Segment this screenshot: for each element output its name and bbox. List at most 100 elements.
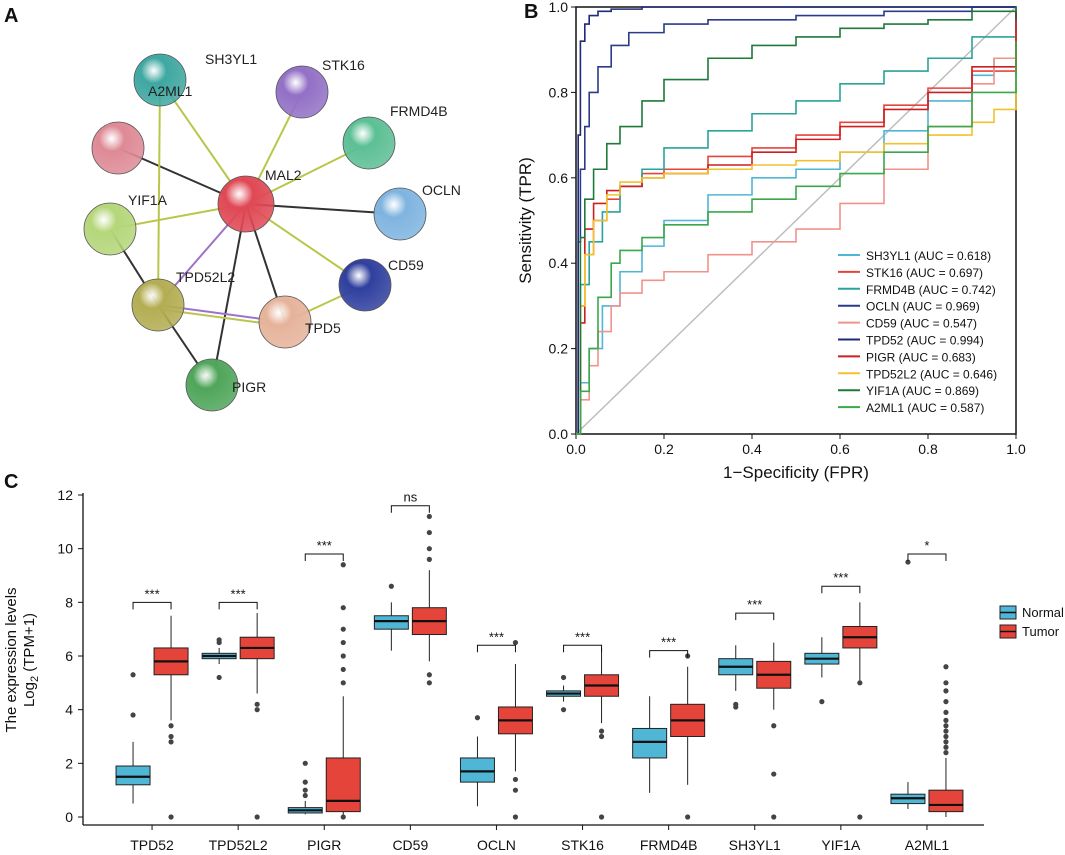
node-tpd52l2 xyxy=(131,278,185,332)
x-tick-label-yif1a: YIF1A xyxy=(821,837,861,853)
roc-diagonal xyxy=(575,6,1017,435)
sig-bracket xyxy=(476,644,516,653)
y-tick-label: 0.6 xyxy=(549,170,569,186)
panel-label-b: B xyxy=(524,1,538,23)
box-normal-stk16-outlier xyxy=(560,674,567,681)
roc-line-9 xyxy=(576,7,1017,435)
legend-label-normal: Normal xyxy=(1022,605,1064,620)
box-tumor-a2ml1-outlier xyxy=(943,750,949,756)
sig-label-tpd52: *** xyxy=(144,586,159,601)
protein-network: SH3YL1 STK16 FRMD4B A2ML1 OCLN YIF1A CD59 TPD52… xyxy=(83,51,461,412)
node-yif1a xyxy=(83,202,137,256)
y-axis-label-line1: The expression levels xyxy=(3,587,20,732)
box-tumor-tpd52-outlier xyxy=(168,814,174,820)
box-normal-ocln-outlier xyxy=(474,715,481,721)
box-tumor-a2ml1-outlier xyxy=(943,733,949,740)
box-normal-a2ml1-outlier xyxy=(905,559,911,565)
x-tick-label: 1.0 xyxy=(1006,441,1026,457)
panel-label-a: A xyxy=(4,5,18,27)
box-tumor-cd59-outlier xyxy=(426,529,432,536)
node-stk16 xyxy=(275,65,329,119)
box-tumor-pigr-outlier xyxy=(340,814,346,820)
y-tick-label: 10 xyxy=(57,541,73,557)
box-tumor-cd59-outlier xyxy=(426,513,432,520)
y-axis-label: Sensitivity (TPR) xyxy=(516,157,535,284)
box-tumor-pigr-outlier xyxy=(340,639,346,646)
sig-label-cd59: ns xyxy=(403,490,417,505)
box-tumor-stk16-outlier xyxy=(598,733,605,740)
box-tumor-a2ml1-outlier xyxy=(943,723,949,729)
legend-label: TPD52L2 (AUC = 0.646) xyxy=(866,367,997,381)
box-normal-tpd52l2-outlier xyxy=(216,637,222,643)
box-normal-frmd4b-box xyxy=(632,727,668,759)
box-normal-pigr-outlier xyxy=(302,792,308,799)
y-tick-label: 1.0 xyxy=(549,0,569,15)
box-tumor-tpd52-outlier xyxy=(168,733,174,740)
box-normal-stk16-outlier xyxy=(560,707,567,713)
box-normal-pigr-outlier xyxy=(302,760,308,766)
sig-bracket xyxy=(907,553,947,562)
roc-line-10 xyxy=(576,41,1017,435)
node-a2ml1 xyxy=(91,121,145,175)
x-tick-label-tpd52l2: TPD52L2 xyxy=(209,837,268,853)
sig-bracket xyxy=(649,650,689,658)
legend-label: YIF1A (AUC = 0.869) xyxy=(866,384,979,398)
roc-line-3 xyxy=(576,19,1017,435)
x-tick-label-ocln: OCLN xyxy=(477,837,516,853)
box-normal-yif1a-outlier xyxy=(819,699,825,705)
sig-bracket xyxy=(132,601,172,610)
box-tumor-tpd52l2-outlier xyxy=(254,707,260,713)
sig-bracket xyxy=(304,553,344,562)
x-tick-label-a2ml1: A2ML1 xyxy=(905,837,950,853)
box-tumor-frmd4b-outlier xyxy=(685,814,691,820)
node-label-cd59: CD59 xyxy=(388,257,424,273)
box-normal-tpd52l2-outlier xyxy=(216,674,222,681)
box-normal-ocln-box xyxy=(459,757,495,783)
box-tumor-pigr-outlier xyxy=(340,626,346,632)
box-normal-sh3yl1-outlier xyxy=(733,704,739,710)
node-label-tpd52l2: TPD52L2 xyxy=(176,269,235,285)
sig-bracket xyxy=(390,505,430,513)
box-tumor-sh3yl1-outlier xyxy=(771,723,777,729)
node-label-mal2: MAL2 xyxy=(265,167,302,183)
box-tumor-pigr-outlier xyxy=(340,562,346,568)
box-tumor-ocln-outlier xyxy=(512,787,519,793)
y-tick-label: 12 xyxy=(57,487,73,503)
box-tumor-pigr-box xyxy=(325,757,361,813)
node-label-pigr: PIGR xyxy=(232,379,266,395)
node-label-yif1a: YIF1A xyxy=(128,192,168,208)
box-normal-cd59-box xyxy=(373,615,409,630)
box-tumor-pigr-outlier xyxy=(340,666,346,673)
node-label-tpd5: TPD5 xyxy=(305,320,341,336)
x-tick-label: 0.0 xyxy=(566,441,586,457)
box-normal-pigr-outlier xyxy=(302,787,308,793)
box-normal-cd59-outlier xyxy=(388,583,394,589)
box-tumor-a2ml1-outlier xyxy=(943,728,949,734)
roc-line-6 xyxy=(576,6,1016,435)
box-tumor-a2ml1-outlier xyxy=(943,680,949,686)
roc-line-4 xyxy=(576,6,1016,435)
box-tumor-cd59-outlier xyxy=(426,556,432,563)
x-tick-label-stk16: STK16 xyxy=(561,837,604,853)
y-tick-label: 2 xyxy=(65,755,73,771)
box-tumor-a2ml1-box xyxy=(928,789,964,813)
box-normal-tpd52-outlier xyxy=(130,672,136,678)
y-tick-label: 8 xyxy=(65,594,73,610)
x-tick-label-frmd4b: FRMD4B xyxy=(640,837,698,853)
legend-label: TPD52 (AUC = 0.994) xyxy=(866,334,984,348)
legend-label-tumor: Tumor xyxy=(1022,624,1060,639)
x-tick-label: 0.2 xyxy=(654,441,674,457)
box-tumor-a2ml1-outlier xyxy=(943,739,949,745)
legend-label: SH3YL1 (AUC = 0.618) xyxy=(866,249,991,263)
y-tick-label: 0.8 xyxy=(549,84,569,100)
box-tumor-tpd52l2-outlier xyxy=(254,701,260,707)
box-tumor-a2ml1-outlier xyxy=(943,709,949,715)
node-frmd4b xyxy=(342,116,396,170)
node-ocln xyxy=(373,187,427,241)
x-tick-label-pigr: PIGR xyxy=(307,837,341,853)
node-sh3yl1 xyxy=(133,53,187,107)
edge-extra xyxy=(157,79,161,306)
box-tumor-cd59-outlier xyxy=(426,672,432,678)
y-tick-label: 0.0 xyxy=(549,426,569,442)
